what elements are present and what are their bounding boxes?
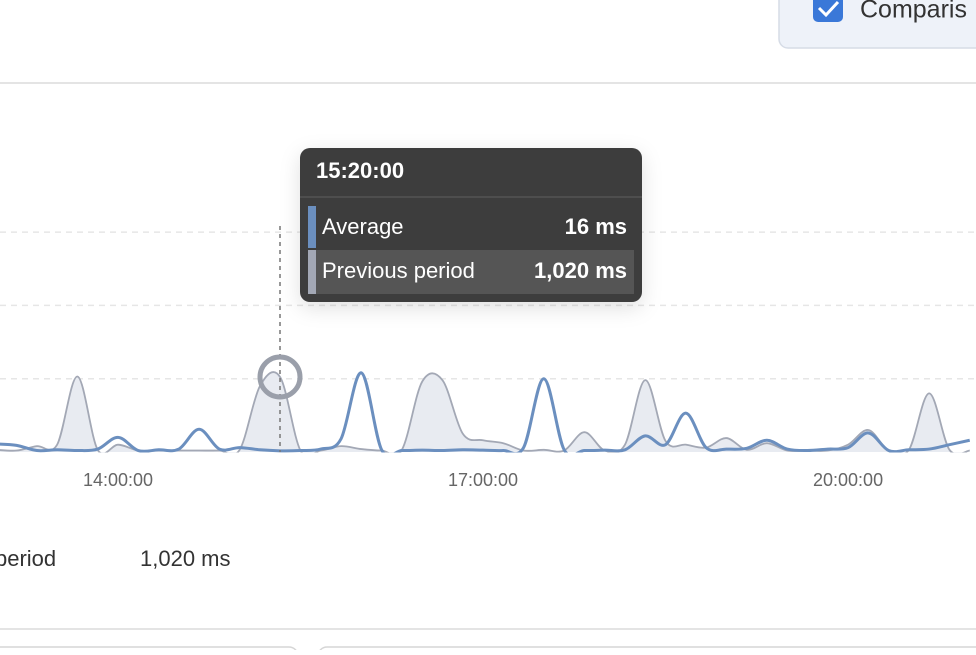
chart: 14:00:00 17:00:00 20:00:00 <box>0 231 976 490</box>
summary-value: 1,020 ms <box>140 546 231 571</box>
summary-label: period <box>0 546 56 571</box>
line <box>0 371 971 453</box>
hover-marker <box>257 354 303 400</box>
tooltip-title: 15:20:00 <box>316 158 404 183</box>
tooltip-row-highlight <box>308 250 634 294</box>
series-swatch <box>308 250 316 294</box>
tooltip-value: 1,020 ms <box>534 258 627 283</box>
x-tick-label: 20:00:00 <box>813 470 883 490</box>
x-tick-label: 17:00:00 <box>448 470 518 490</box>
comparison-label[interactable]: Comparis <box>860 0 967 24</box>
area <box>0 372 970 453</box>
tooltip-label: Previous period <box>322 258 475 283</box>
checkmark <box>817 0 840 18</box>
tooltip-label: Average <box>322 214 404 239</box>
x-tick-label: 14:00:00 <box>83 470 153 490</box>
series-swatch <box>308 206 316 248</box>
tooltip-value: 16 ms <box>565 214 627 239</box>
plot-area <box>0 371 971 453</box>
